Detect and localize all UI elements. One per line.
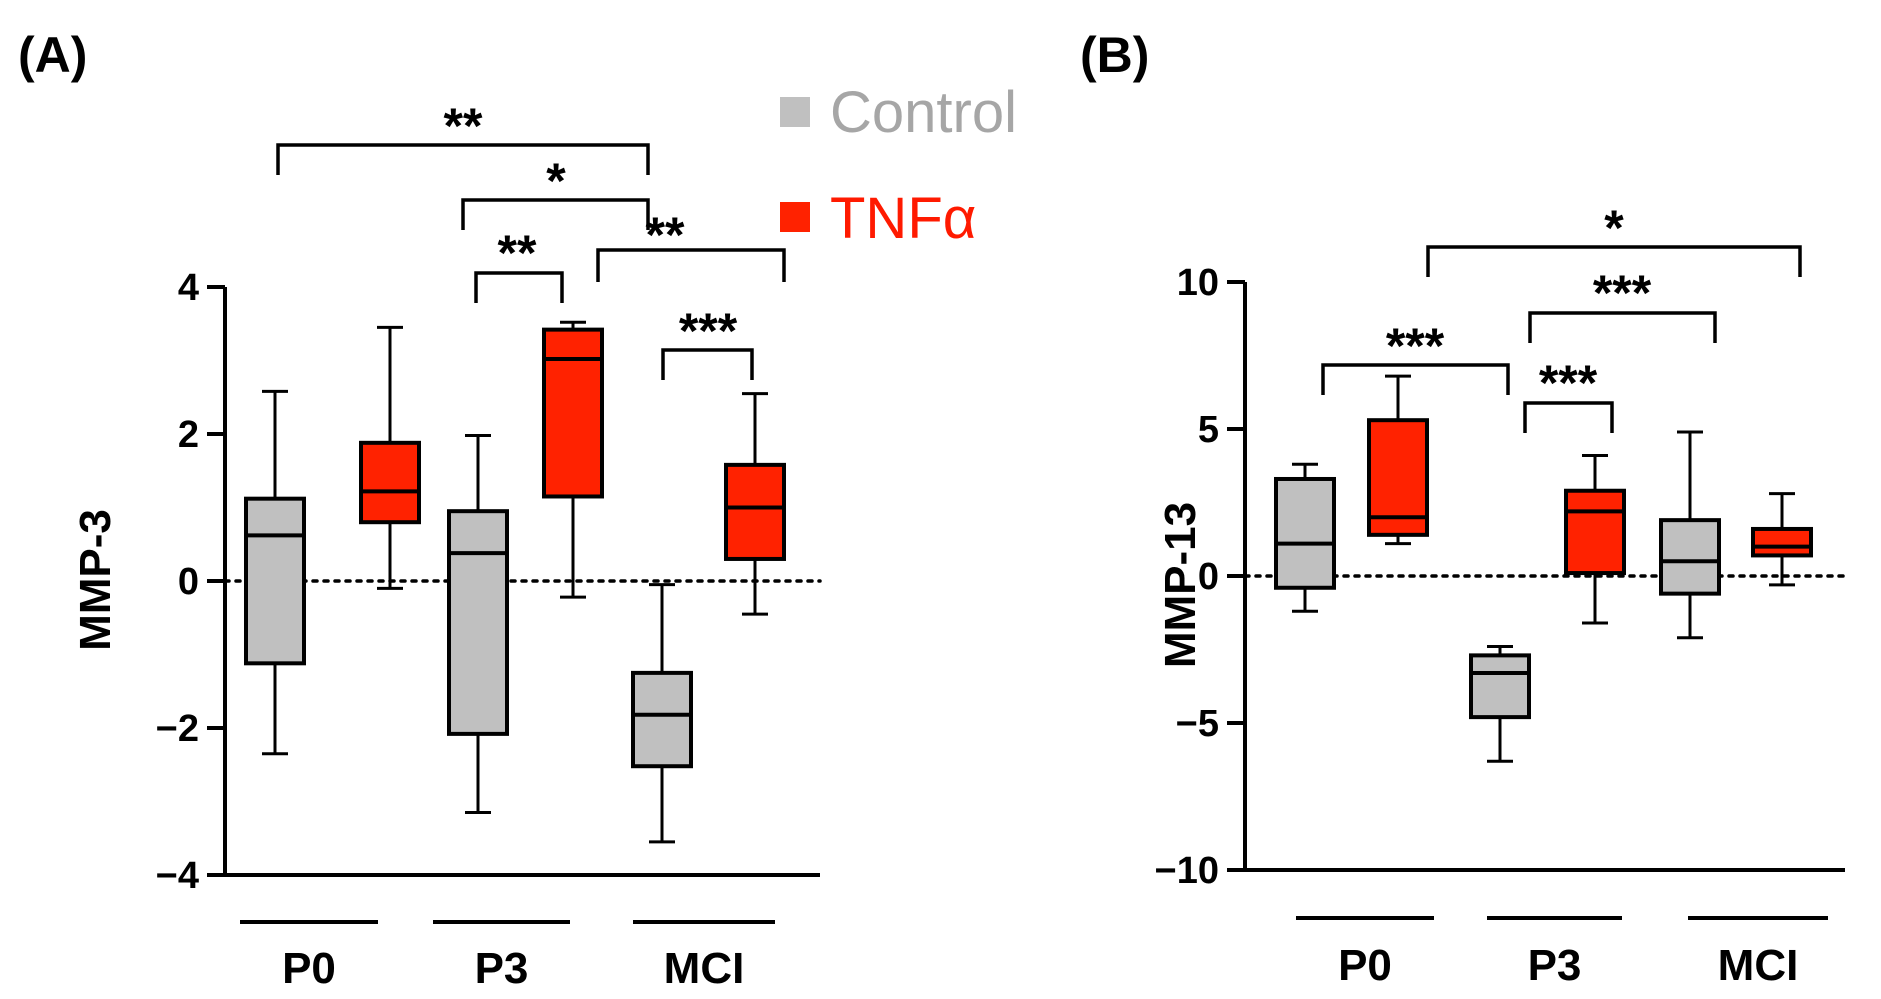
panel-a-plot: 420−2−4P0 P3 MCI***** ***** [156, 98, 822, 993]
panel-b-y-axis-label: MMP-13 [1156, 502, 1205, 668]
panel-a-significance-bracket [276, 143, 650, 175]
panel-b-significance-label: *** [1386, 318, 1445, 374]
panel-a-box-mci-control [631, 583, 693, 844]
panel-a-significance-label: *** [679, 303, 738, 359]
iqr-box [244, 496, 306, 666]
iqr-box [1564, 488, 1626, 576]
panel-b-y-tick-label: 0 [1198, 556, 1219, 598]
iqr-box [359, 440, 421, 525]
panel-a-box-p3-control [447, 433, 509, 815]
panel-a-significance-bracket [474, 271, 564, 303]
panel-b-box-mci-control [1659, 430, 1721, 640]
panel-a-category-label-p3: P3 [475, 944, 529, 993]
panel-a-significance-bracket [661, 348, 754, 380]
panel-a-box-p0-tnfa [359, 325, 421, 590]
iqr-box [1274, 476, 1336, 590]
panel-a-box-p0-control [244, 389, 306, 756]
iqr-box [447, 509, 509, 736]
panel-b-significance-label: *** [1593, 265, 1652, 321]
panel-a-y-tick-label: −4 [156, 855, 199, 897]
panel-a-significance-label: * [546, 153, 566, 209]
panel-a-y-tick-label: 4 [178, 267, 199, 309]
iqr-box [1469, 653, 1531, 720]
panel-a-significance-label: ** [646, 207, 685, 263]
panel-b-significance-label: * [1604, 200, 1624, 256]
panel-b-y-tick-label: 5 [1198, 409, 1219, 451]
panel-b-significance-label: *** [1539, 355, 1598, 411]
panel-b-category-label-p3: P3 [1528, 941, 1582, 990]
panel-b-category-label-mci: MCI [1718, 941, 1799, 990]
panel-a-y-tick-label: 0 [178, 561, 199, 603]
panel-b-box-mci-tnfa [1751, 492, 1813, 587]
legend-label-tnfa: TNFα [830, 186, 976, 251]
panel-b-box-p3-control [1469, 645, 1531, 763]
panel-b-significance-bracket [1321, 363, 1510, 395]
iqr-box [724, 462, 786, 561]
panel-a-y-tick-label: −2 [156, 708, 199, 750]
iqr-box [631, 670, 693, 769]
panel-b-box-p0-control [1274, 462, 1336, 613]
legend-swatch-control [780, 97, 810, 127]
panel-a-significance-label: ** [498, 225, 537, 281]
panel-b-y-tick-label: 10 [1177, 262, 1219, 304]
panel-b-box-p3-tnfa [1564, 453, 1626, 625]
panel-a-significance-bracket [596, 248, 786, 282]
iqr-box [1751, 526, 1813, 558]
panel-b-category-label-p0: P0 [1338, 941, 1392, 990]
panel-b-significance-bracket [1426, 245, 1802, 277]
panel-b-y-tick-label: −5 [1176, 703, 1219, 745]
panel-a-box-mci-tnfa [724, 392, 786, 616]
legend-label-control: Control [830, 80, 1017, 145]
iqr-box [542, 327, 604, 499]
legend-swatch-tnfa [780, 202, 810, 232]
panel-b-box-p0-tnfa [1367, 374, 1429, 546]
panel-a-label: (A) [18, 27, 87, 83]
panel-b-significance-bracket [1528, 311, 1717, 343]
panel-a-significance-bracket [461, 198, 650, 230]
panel-a-significance-label: ** [444, 98, 483, 154]
panel-a-y-axis-label: MMP-3 [71, 509, 120, 651]
iqr-box [1659, 518, 1721, 596]
panel-b-y-tick-label: −10 [1155, 850, 1219, 892]
panel-a-box-p3-tnfa [542, 320, 604, 599]
panel-b-label: (B) [1080, 27, 1149, 83]
panel-a-y-tick-label: 2 [178, 414, 199, 456]
panel-a-category-label-p0: P0 [282, 944, 336, 993]
panel-a-category-label-mci: MCI [664, 944, 745, 993]
panel-b-significance-bracket [1523, 401, 1614, 433]
